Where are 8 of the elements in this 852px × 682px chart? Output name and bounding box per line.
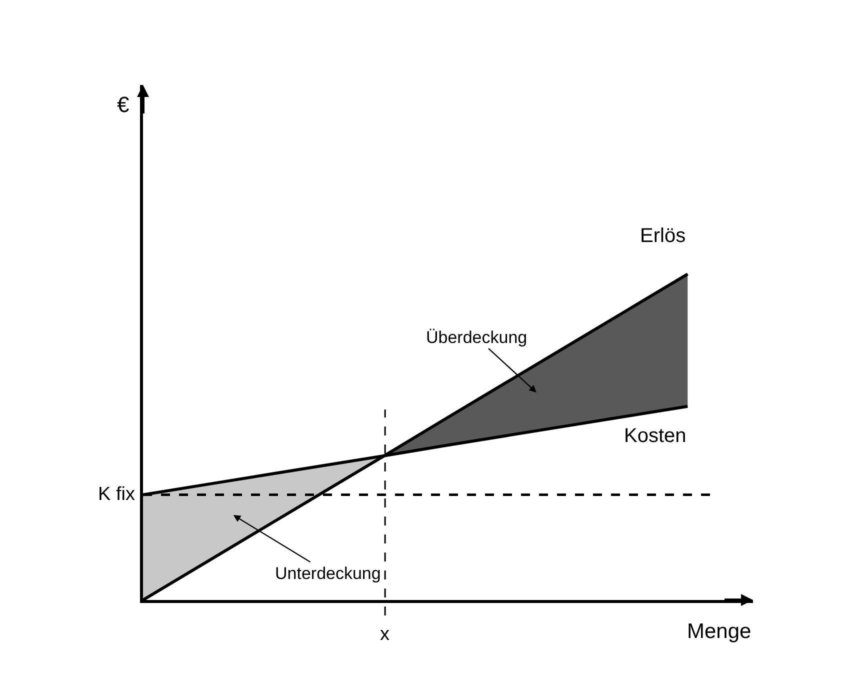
text: x bbox=[380, 624, 390, 645]
ref-line-label: K fix bbox=[98, 484, 136, 505]
annotation: Überdeckung bbox=[426, 328, 528, 347]
text: € bbox=[117, 92, 130, 117]
series-label: Kosten bbox=[624, 425, 686, 447]
series-label: Erlös bbox=[640, 225, 686, 247]
annotation: Unterdeckung bbox=[275, 564, 381, 583]
x-axis-title: Menge bbox=[687, 620, 752, 643]
